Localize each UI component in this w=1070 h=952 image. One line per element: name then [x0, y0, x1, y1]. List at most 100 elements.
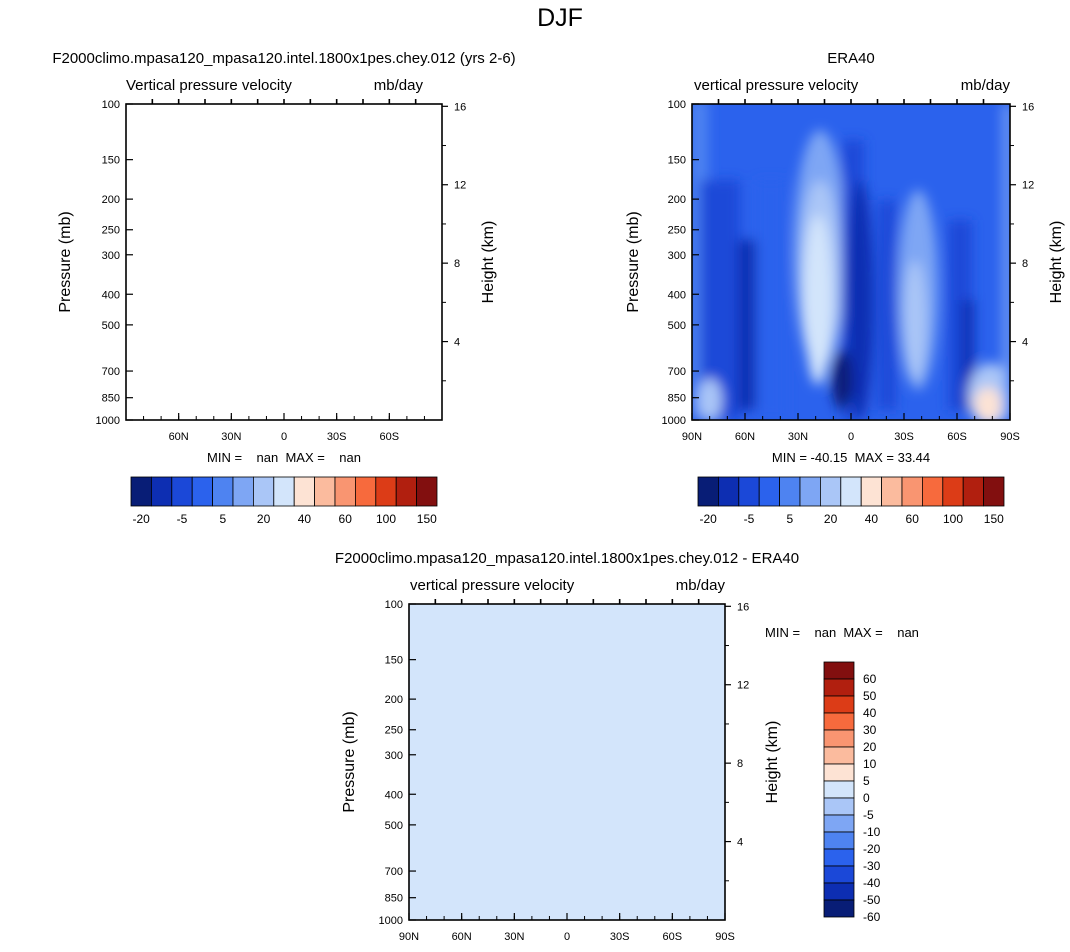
colorbar-label: -20 — [133, 512, 151, 526]
panel-model-colorbar: -20 -5 5 20 40 60 100 150 — [130, 476, 438, 526]
x-tick-label: 60N — [735, 431, 755, 443]
panel-model-units-label: mb/day — [374, 77, 424, 94]
page-title: DJF — [537, 4, 583, 32]
colorbar-label: -30 — [863, 859, 881, 873]
panel-era40-field-label: vertical pressure velocity — [694, 77, 859, 94]
y-tick-label: 200 — [668, 194, 686, 206]
panel-era40-stats: MIN = -40.15 MAX = 33.44 — [772, 450, 930, 465]
y-tick-label: 500 — [385, 820, 403, 832]
y2-tick-label: 4 — [737, 837, 743, 849]
colorbar-swatch — [823, 746, 855, 765]
colorbar-label: 0 — [863, 791, 870, 805]
colorbar-label: 40 — [298, 512, 312, 526]
colorbar-label: 100 — [376, 512, 396, 526]
panel-diff-ylabel: Pressure (mb) — [341, 711, 358, 812]
panel-model-stats: MIN = nan MAX = nan — [207, 450, 361, 465]
y-tick-label: 850 — [385, 893, 403, 905]
colorbar-swatch — [881, 476, 903, 507]
y2-tick-label: 16 — [737, 601, 749, 613]
colorbar-label: -10 — [863, 825, 881, 839]
colorbar-label: -50 — [863, 893, 881, 907]
colorbar-swatch — [823, 661, 855, 680]
panel-era40-colorbar: -20 -5 5 20 40 60 100 150 — [697, 476, 1005, 526]
panel-model-field-label: Vertical pressure velocity — [126, 77, 292, 94]
colorbar-swatch — [799, 476, 821, 507]
x-tick-label: 0 — [281, 431, 287, 443]
colorbar-swatch — [823, 712, 855, 731]
y-tick-label: 700 — [385, 866, 403, 878]
colorbar-swatch — [962, 476, 985, 507]
panel-era40-ylabel: Pressure (mb) — [625, 211, 642, 312]
y2-tick-label: 12 — [737, 680, 749, 692]
colorbar-label: 100 — [943, 512, 963, 526]
colorbar-swatch — [314, 476, 336, 507]
panel-era40: ERA40 vertical pressure velocity mb/day — [625, 50, 1065, 526]
x-tick-label: 90S — [715, 931, 735, 943]
colorbar-swatch — [942, 476, 964, 507]
y-tick-label: 400 — [668, 289, 686, 301]
y-tick-label: 500 — [668, 320, 686, 332]
y2-tick-label: 4 — [1022, 337, 1028, 349]
panel-era40-units-label: mb/day — [961, 77, 1011, 94]
y-tick-label: 200 — [102, 194, 120, 206]
y2-tick-label: 16 — [1022, 101, 1034, 113]
x-tick-label: 90S — [1000, 431, 1020, 443]
colorbar-swatch — [840, 476, 862, 507]
colorbar-swatch — [758, 476, 781, 507]
panel-diff-units-label: mb/day — [676, 577, 726, 594]
colorbar-label: 5 — [863, 774, 870, 788]
colorbar-swatch — [823, 695, 855, 714]
x-tick-label: 60S — [947, 431, 967, 443]
colorbar-swatch — [860, 476, 883, 507]
y-tick-label: 850 — [668, 393, 686, 405]
y-tick-label: 100 — [385, 599, 403, 611]
colorbar-label: 30 — [863, 723, 877, 737]
y-tick-label: 250 — [102, 225, 120, 237]
y-tick-label: 250 — [668, 225, 686, 237]
x-tick-label: 30N — [221, 431, 241, 443]
colorbar-label: -5 — [863, 808, 874, 822]
y-tick-label: 1000 — [379, 915, 403, 927]
colorbar-swatch — [823, 729, 855, 748]
colorbar-swatch — [697, 476, 719, 507]
colorbar-swatch — [130, 476, 152, 507]
panel-era40-field — [692, 104, 1010, 420]
colorbar-swatch — [820, 476, 842, 507]
colorbar-swatch — [823, 848, 855, 867]
colorbar-label: -60 — [863, 910, 881, 924]
colorbar-label: -20 — [700, 512, 718, 526]
colorbar-swatch — [718, 476, 740, 507]
x-tick-label: 30S — [610, 931, 630, 943]
colorbar-label: 5 — [786, 512, 793, 526]
colorbar-swatch — [191, 476, 213, 507]
colorbar-swatch — [823, 678, 855, 697]
colorbar-swatch — [823, 831, 855, 850]
x-tick-label: 90N — [682, 431, 702, 443]
colorbar-swatch — [823, 865, 855, 884]
colorbar-swatch — [171, 476, 193, 507]
colorbar-label: 150 — [984, 512, 1004, 526]
colorbar-swatch — [212, 476, 234, 507]
panel-era40-y2label: Height (km) — [1048, 221, 1065, 304]
y2-tick-label: 16 — [454, 101, 466, 113]
x-tick-label: 30S — [327, 431, 347, 443]
colorbar-swatch — [334, 476, 356, 507]
colorbar-swatch — [738, 476, 760, 507]
panel-model-title: F2000climo.mpasa120_mpasa120.intel.1800x… — [52, 50, 515, 67]
y-tick-label: 1000 — [96, 415, 120, 427]
colorbar-swatch — [901, 476, 923, 507]
colorbar-swatch — [823, 780, 855, 799]
panel-diff: F2000climo.mpasa120_mpasa120.intel.1800x… — [335, 550, 919, 943]
colorbar-swatch — [232, 476, 254, 507]
colorbar-label: 20 — [824, 512, 838, 526]
colorbar-label: -5 — [177, 512, 188, 526]
y2-tick-label: 4 — [454, 337, 460, 349]
y-tick-label: 150 — [385, 655, 403, 667]
colorbar-label: 60 — [906, 512, 920, 526]
colorbar-label: 5 — [219, 512, 226, 526]
y2-tick-label: 8 — [737, 758, 743, 770]
y-tick-label: 300 — [385, 750, 403, 762]
colorbar-swatch — [150, 476, 173, 507]
